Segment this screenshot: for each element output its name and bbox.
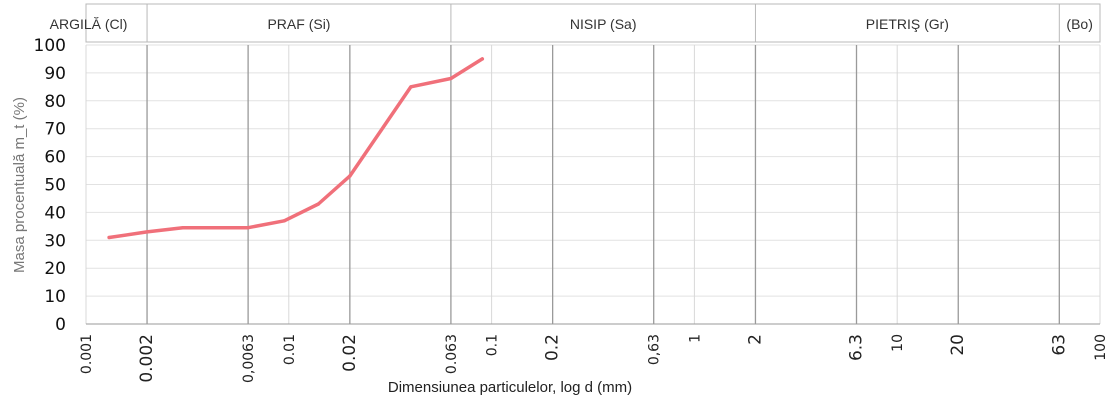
x-tick-label: 0.2 <box>543 334 563 361</box>
y-tick-label: 40 <box>44 203 66 223</box>
data-point <box>107 235 111 240</box>
soil-class-label: (Bo) <box>1066 16 1092 32</box>
x-tick-label: 1 <box>687 334 703 343</box>
y-axis-ticks: 0 10 20 30 40 50 60 70 80 90 100 <box>34 36 66 335</box>
y-tick-label: 10 <box>44 287 66 307</box>
series-line <box>107 57 485 240</box>
x-tick-label: 63 <box>1049 334 1069 356</box>
grid-lines <box>85 44 1101 325</box>
data-point <box>348 174 352 178</box>
y-tick-label: 100 <box>34 36 66 56</box>
data-point <box>409 85 413 89</box>
y-axis-label: Masa procentuală m_t (%) <box>11 97 28 273</box>
data-point <box>316 202 321 206</box>
y-tick-label: 30 <box>44 231 66 251</box>
soil-class-label: PIETRIŞ (Gr) <box>866 16 949 32</box>
y-tick-label: 80 <box>44 92 66 112</box>
x-tick-label: 20 <box>948 334 968 356</box>
y-tick-label: 0 <box>55 315 66 335</box>
x-tick-label: 0,0063 <box>241 334 257 383</box>
x-tick-label: 2 <box>745 334 765 345</box>
x-tick-label: 0.02 <box>340 334 360 372</box>
data-point <box>246 226 250 230</box>
x-tick-label: 0.1 <box>485 334 501 356</box>
data-point <box>480 57 484 61</box>
y-tick-label: 90 <box>44 64 66 84</box>
y-tick-label: 20 <box>44 259 66 279</box>
data-point <box>181 226 185 230</box>
x-axis-label: Dimensiunea particulelor, log d (mm) <box>388 379 632 396</box>
x-tick-label: 6.3 <box>847 334 867 361</box>
data-point <box>282 219 286 223</box>
soil-class-label: ARGILĂ (Cl) <box>50 16 128 32</box>
x-tick-label: 100 <box>1093 334 1109 361</box>
x-tick-label: 10 <box>890 334 906 352</box>
x-tick-label: 0.063 <box>444 334 460 374</box>
soil-class-label: PRAF (Si) <box>267 16 330 32</box>
x-tick-label: 0.001 <box>79 334 95 374</box>
x-tick-label: 0.002 <box>137 334 157 383</box>
y-tick-label: 70 <box>44 120 66 140</box>
header-frame <box>85 3 1101 43</box>
x-tick-label: 0,63 <box>647 334 663 365</box>
y-tick-label: 60 <box>44 148 66 168</box>
data-point <box>145 230 149 234</box>
data-point <box>449 76 453 81</box>
x-tick-label: 0.01 <box>282 334 298 365</box>
y-tick-label: 50 <box>44 176 66 196</box>
soil-class-header: ARGILĂ (Cl) PRAF (Si) NISIP (Sa) PIETRIŞ (G… <box>50 3 1101 43</box>
soil-class-label: NISIP (Sa) <box>570 16 637 32</box>
series-layer <box>107 57 485 240</box>
x-axis-ticks: 0.001 0.002 0,0063 0.01 0.02 0.063 0.1 0.2 0,63 1… <box>79 334 1109 383</box>
